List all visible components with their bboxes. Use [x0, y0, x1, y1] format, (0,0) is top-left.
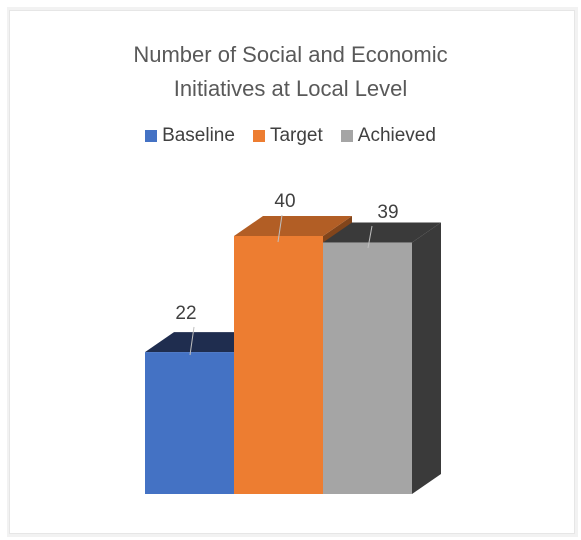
bar-top-baseline	[145, 332, 263, 353]
legend-item-target: Target	[252, 125, 323, 147]
data-label-baseline: 22	[175, 303, 196, 324]
data-label-leader-target	[277, 214, 283, 243]
data-label-leader-baseline	[189, 326, 195, 356]
legend-swatch-achieved	[340, 130, 353, 142]
bar-side-achieved	[412, 222, 441, 494]
data-label-target: 40	[274, 191, 295, 212]
bar-target	[234, 236, 323, 494]
legend-label-baseline: Baseline	[162, 125, 235, 146]
chart-title-line-2: Initiatives at Local Level	[173, 76, 408, 101]
chart-legend: Baseline Target Achieved	[0, 125, 581, 147]
legend-item-baseline: Baseline	[145, 125, 235, 147]
legend-swatch-baseline	[145, 130, 158, 142]
bar-top-achieved	[323, 222, 441, 243]
chart-title: Number of Social and Economic Initiative…	[0, 38, 581, 106]
data-label-leader-achieved	[367, 225, 373, 249]
chart-title-line-1: Number of Social and Economic	[133, 42, 448, 67]
legend-item-achieved: Achieved	[340, 125, 436, 147]
data-label-achieved: 39	[377, 202, 398, 223]
bar-top-target	[234, 216, 352, 236]
bar-baseline	[145, 352, 234, 494]
legend-label-target: Target	[269, 125, 323, 146]
legend-label-achieved: Achieved	[357, 125, 436, 146]
bar-achieved	[323, 242, 412, 494]
legend-swatch-target	[252, 130, 265, 142]
